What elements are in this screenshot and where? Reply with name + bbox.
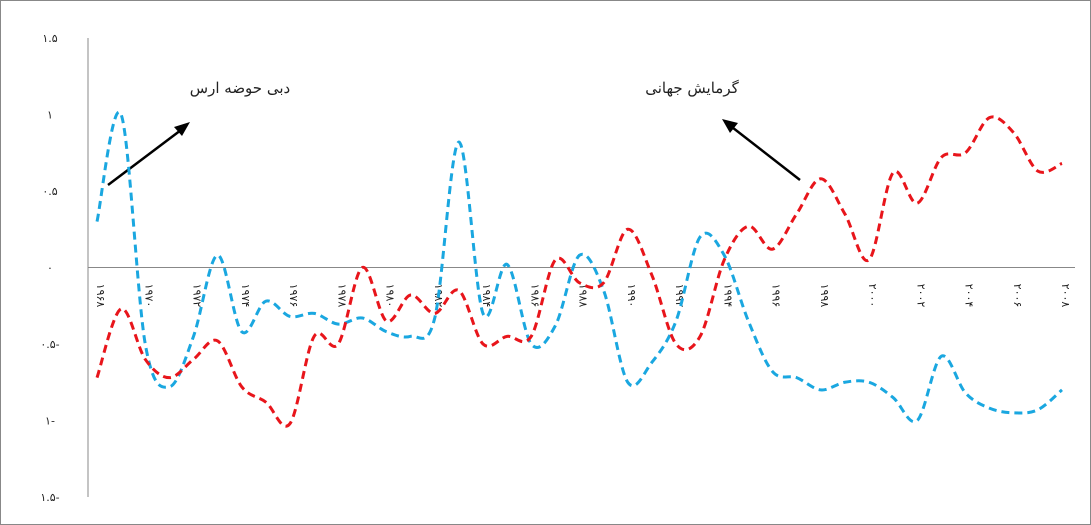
x-tick-label: ۲۰۰۶	[1011, 284, 1024, 308]
arrow	[727, 123, 801, 181]
arrow-head	[174, 122, 190, 136]
y-tick-label: ۱.۵-	[40, 491, 59, 504]
data-line	[95, 115, 1063, 428]
x-tick-label: ۲۰۰۰	[866, 284, 879, 308]
x-tick-label: ۱۹۷۲	[191, 284, 204, 308]
x-tick-label: ۱۹۹۶	[770, 284, 783, 308]
annotation: دبی حوضه ارس	[190, 79, 290, 97]
y-tick-label: ۱	[47, 109, 53, 122]
arrow-head	[722, 119, 738, 133]
x-tick-label: ۱۹۶۸	[94, 284, 107, 308]
y-tick-label: ۰	[47, 262, 53, 275]
y-tick-label: ۱-	[45, 415, 55, 428]
x-tick-label: ۱۹۹۸	[818, 284, 831, 308]
arrow	[107, 126, 186, 186]
y-tick-label: ۱.۵	[42, 32, 57, 45]
x-tick-label: ۱۹۹۴	[721, 284, 734, 308]
y-tick-label: ۰.۵-	[40, 338, 59, 351]
annotation: گرمایش جهانی	[645, 79, 739, 97]
x-tick-label: ۱۹۹۰	[625, 284, 638, 308]
x-tick-label: ۱۹۷۴	[239, 284, 252, 308]
y-tick-label: ۰.۵	[42, 185, 57, 198]
x-tick-label: ۱۹۸۴	[480, 284, 493, 308]
x-tick-label: ۱۹۷۸	[335, 284, 348, 308]
x-tick-label: ۱۹۷۰	[142, 284, 155, 308]
x-tick-label: ۲۰۰۴	[963, 284, 976, 308]
x-tick-label: ۱۹۸۶	[528, 284, 541, 308]
x-tick-label: ۱۹۸۰	[384, 284, 397, 308]
x-tick-label: ۱۹۸۸	[577, 284, 590, 308]
data-line	[95, 110, 1063, 424]
x-tick-label: ۲۰۰۸	[1059, 284, 1072, 308]
x-tick-label: ۲۰۰۲	[914, 284, 927, 308]
x-tick-label: ۱۹۷۶	[287, 284, 300, 308]
